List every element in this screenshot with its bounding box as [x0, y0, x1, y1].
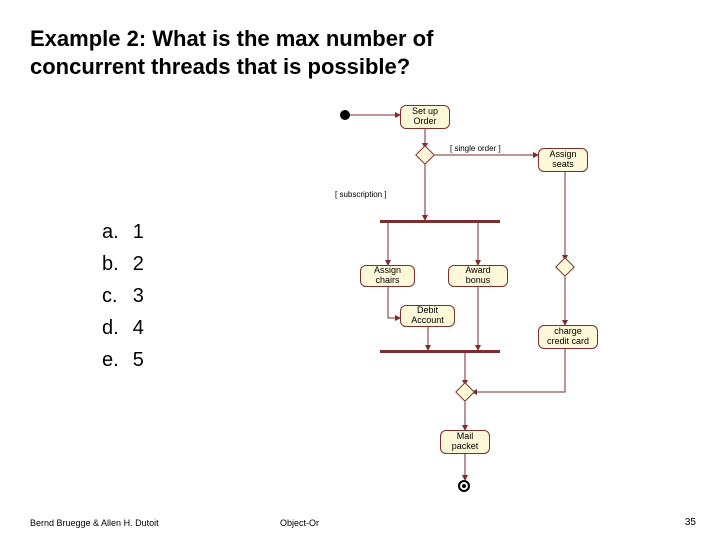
- node-mail-packet: Mail packet: [440, 430, 490, 454]
- activity-diagram: Set up Order Assign seats Assign chairs …: [300, 100, 700, 515]
- fork-bar: [380, 220, 500, 223]
- question-title: Example 2: What is the max number of con…: [30, 25, 450, 80]
- footer-title: Object-Or: [280, 518, 319, 528]
- diagram-edges: [300, 100, 700, 515]
- option-b: b.2: [102, 249, 144, 279]
- node-debit-account: Debit Account: [400, 305, 455, 327]
- node-charge-credit-card: charge credit card: [538, 325, 598, 349]
- option-d: d.4: [102, 313, 144, 343]
- node-award-bonus: Award bonus: [448, 265, 508, 287]
- node-assign-seats: Assign seats: [538, 148, 588, 172]
- option-a: a.1: [102, 217, 144, 247]
- decision-2: [555, 257, 575, 277]
- node-setup-order: Set up Order: [400, 105, 450, 129]
- answer-options: a.1 b.2 c.3 d.4 e.5: [100, 215, 146, 377]
- join-bar: [380, 350, 500, 353]
- decision-1: [415, 145, 435, 165]
- footer-author: Bernd Bruegge & Allen H. Dutoit: [30, 518, 159, 528]
- node-assign-chairs: Assign chairs: [360, 265, 415, 287]
- start-node: [340, 110, 350, 120]
- guard-subscription: [ subscription ]: [335, 190, 387, 199]
- option-e: e.5: [102, 345, 144, 375]
- footer-page: 35: [685, 517, 696, 528]
- guard-single-order: [ single order ]: [450, 144, 501, 153]
- decision-merge: [455, 382, 475, 402]
- end-node: [458, 480, 470, 492]
- option-c: c.3: [102, 281, 144, 311]
